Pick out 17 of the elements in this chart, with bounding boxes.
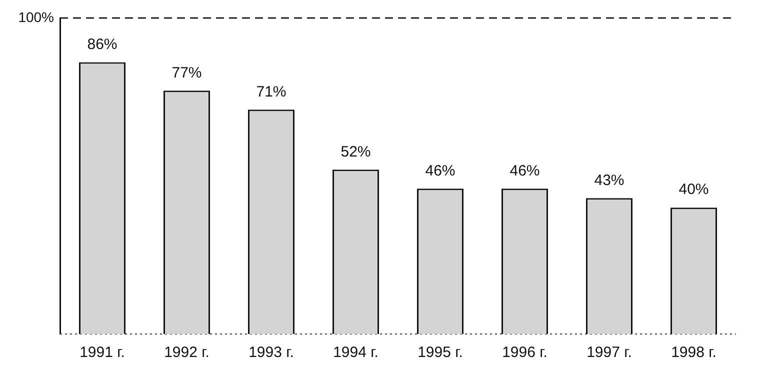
x-tick-label: 1995 г. — [418, 344, 463, 362]
data-label: 86% — [87, 36, 118, 53]
x-tick-label: 1996 г. — [502, 344, 548, 362]
data-label: 46% — [425, 162, 456, 180]
data-label: 40% — [678, 181, 709, 198]
data-label: 71% — [256, 83, 286, 100]
ref-line-label: 100% — [18, 8, 54, 25]
x-tick-label: 1991 г. — [80, 344, 125, 362]
data-label: 52% — [340, 143, 371, 160]
data-label: 43% — [594, 172, 624, 189]
data-label: 46% — [510, 162, 540, 180]
x-tick-label: 1992 г. — [164, 344, 210, 362]
x-tick-label: 1994 г. — [333, 344, 378, 362]
x-tick-label: 1997 г. — [586, 344, 632, 362]
x-tick-label: 1998 г. — [671, 344, 716, 362]
x-tick-label: 1993 г. — [248, 344, 294, 362]
data-label: 77% — [172, 64, 202, 82]
